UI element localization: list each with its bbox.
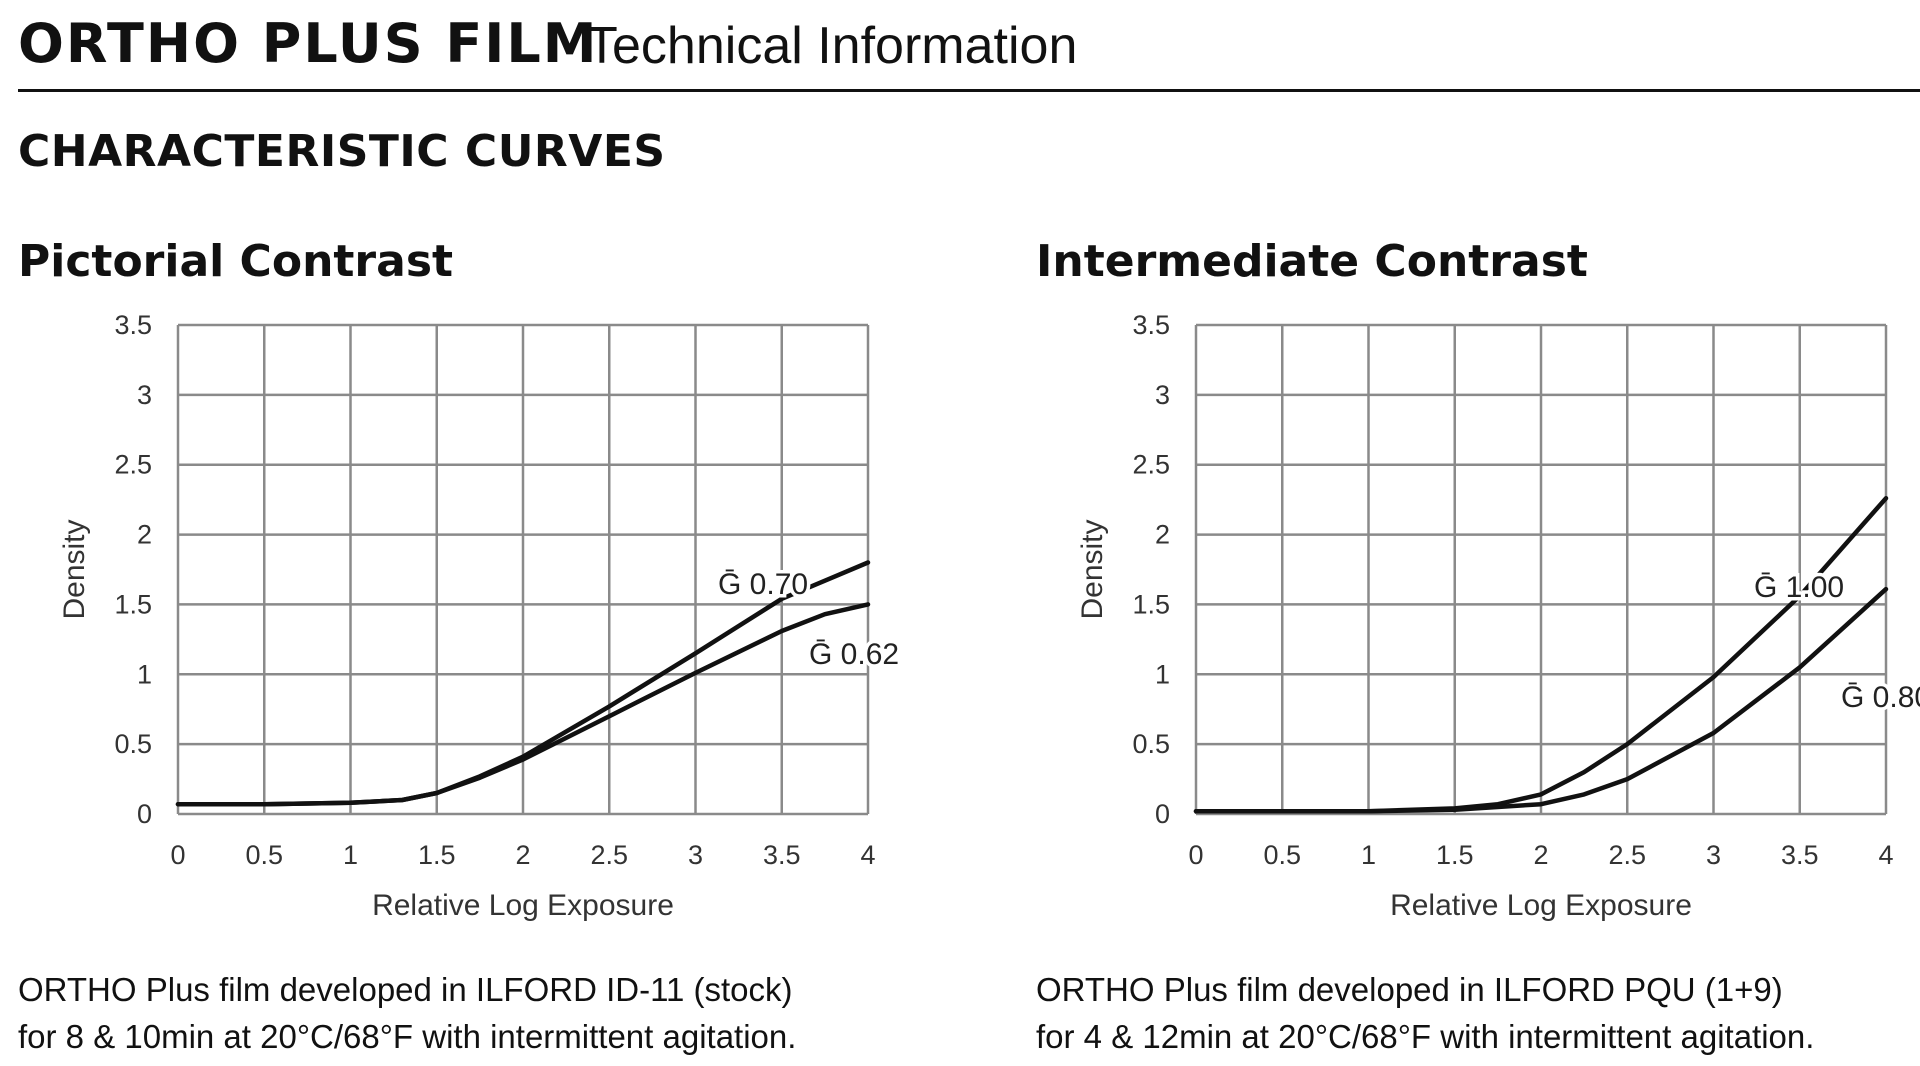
x-tick-label: 1.5 [418, 840, 456, 870]
caption-intermediate: ORTHO Plus film developed in ILFORD PQU … [1036, 966, 1814, 1060]
x-tick-label: 1.5 [1436, 840, 1474, 870]
series-label: Ḡ 0.80 [1841, 681, 1920, 714]
x-tick-label: 4 [860, 840, 875, 870]
x-tick-label: 3.5 [1781, 840, 1819, 870]
caption-line: for 4 & 12min at 20°C/68°F with intermit… [1036, 1018, 1815, 1055]
chart-title-intermediate: Intermediate Contrast [1036, 236, 1588, 287]
x-tick-label: 3 [1706, 840, 1721, 870]
x-tick-label: 1 [1361, 840, 1376, 870]
caption-line: ORTHO Plus film developed in ILFORD ID-1… [18, 971, 793, 1008]
y-tick-label: 2 [1155, 520, 1170, 550]
x-tick-label: 2.5 [1608, 840, 1646, 870]
x-tick-label: 0.5 [245, 840, 283, 870]
y-tick-label: 3 [1155, 380, 1170, 410]
chart-title-pictorial: Pictorial Contrast [18, 236, 454, 287]
x-tick-label: 2.5 [590, 840, 628, 870]
section-title: CHARACTERISTIC CURVES [18, 126, 666, 177]
y-tick-label: 1.5 [1132, 589, 1170, 619]
y-tick-label: 1 [1155, 659, 1170, 689]
caption-line: ORTHO Plus film developed in ILFORD PQU … [1036, 971, 1783, 1008]
y-axis-label: Density [58, 519, 91, 619]
x-tick-label: 3 [688, 840, 703, 870]
y-tick-label: 0 [137, 799, 152, 829]
caption-line: for 8 & 10min at 20°C/68°F with intermit… [18, 1018, 797, 1055]
y-tick-label: 3.5 [1132, 310, 1170, 340]
caption-pictorial: ORTHO Plus film developed in ILFORD ID-1… [18, 966, 796, 1060]
y-tick-label: 2.5 [1132, 450, 1170, 480]
x-axis-label: Relative Log Exposure [372, 889, 674, 922]
chart-intermediate-contrast: 0 0.5 1 1.5 2 2.5 3 3.5 4 0 0.5 1 1.5 2 2.5 3 3.5 Relativ… [1076, 310, 1920, 922]
y-tick-label: 3 [137, 380, 152, 410]
brand-title: ORTHO PLUS FILM [18, 12, 599, 75]
y-tick-label: 0 [1155, 799, 1170, 829]
page-header: ORTHO PLUS FILM Technical Information [18, 8, 1920, 92]
x-tick-label: 1 [343, 840, 358, 870]
y-axis-label: Density [1076, 519, 1109, 619]
y-tick-label: 0.5 [114, 729, 152, 759]
y-tick-label: 2.5 [114, 450, 152, 480]
page-subtitle: Technical Information [586, 17, 1078, 75]
y-tick-label: 2 [137, 520, 152, 550]
x-tick-label: 0.5 [1263, 840, 1301, 870]
x-tick-label: 3.5 [763, 840, 801, 870]
series-line [1193, 586, 1889, 814]
series-label: Ḡ 1.00 [1754, 571, 1844, 604]
x-tick-label: 2 [1533, 840, 1548, 870]
x-axis-label: Relative Log Exposure [1390, 889, 1692, 922]
series-label: Ḡ 0.62 [809, 638, 899, 671]
series-label: Ḡ 0.70 [718, 568, 808, 601]
y-tick-label: 3.5 [114, 310, 152, 340]
chart-pictorial-contrast: 0 0.5 1 1.5 2 2.5 3 3.5 4 0 0.5 1 1.5 2 2.5 3 3.5 Relativ… [58, 310, 903, 922]
x-tick-label: 0 [1188, 840, 1203, 870]
y-tick-label: 1.5 [114, 589, 152, 619]
y-tick-label: 0.5 [1132, 729, 1170, 759]
x-tick-label: 2 [515, 840, 530, 870]
y-tick-label: 1 [137, 659, 152, 689]
x-tick-label: 4 [1878, 840, 1893, 870]
series-line [175, 602, 871, 807]
x-tick-label: 0 [170, 840, 185, 870]
